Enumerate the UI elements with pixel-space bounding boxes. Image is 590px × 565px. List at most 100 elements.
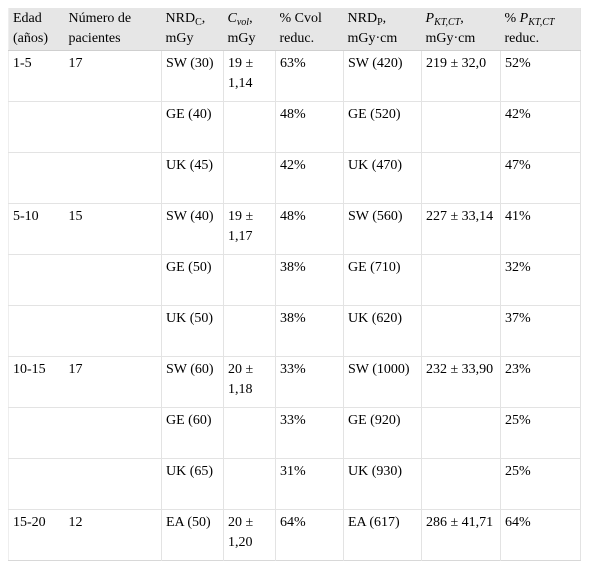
table-cell: SW (30) <box>161 50 224 101</box>
header-cell: Edad (años) <box>8 8 65 51</box>
table-cell: 17 <box>68 361 83 377</box>
header-text: , mGy <box>165 11 206 46</box>
table-cell: UK (930) <box>343 458 422 509</box>
table-cell <box>65 152 162 203</box>
table-cell: 64% <box>500 509 581 560</box>
table-cell: 286 ± 41,71 <box>421 509 501 560</box>
table-row: GE (50) 38% GE (710) 32% <box>8 254 581 305</box>
table-cell: 20 ± 1,20 <box>223 509 276 560</box>
table-cell: UK (470) <box>343 152 422 203</box>
table-cell: 52% <box>500 50 581 101</box>
table-row: UK (65) 31% UK (930) 25% <box>8 458 581 509</box>
table-cell: 23% <box>500 356 581 407</box>
header-text: % <box>504 11 520 26</box>
table-cell: GE (40) <box>161 101 224 152</box>
header-text: reduc. <box>504 31 540 46</box>
table-cell <box>421 254 501 305</box>
table-cell: 25% <box>500 458 581 509</box>
table-cell: GE (710) <box>343 254 422 305</box>
table-cell <box>9 152 65 203</box>
header-text: Edad (años) <box>13 11 48 46</box>
header-cell: Cvol, mGy <box>223 8 276 51</box>
table-cell <box>223 407 276 458</box>
table-cell: 232 ± 33,90 <box>421 356 501 407</box>
table-cell: UK (620) <box>343 305 422 356</box>
header-text: , mGy·cm <box>347 11 398 46</box>
header-text: % Cvol reduc. <box>279 11 322 46</box>
header-cell: NRDC, mGy <box>161 8 224 51</box>
table-cell <box>421 407 501 458</box>
table-row: 1-5 17 SW (30) 19 ± 1,14 63% SW (420) 219 ± 32… <box>8 50 581 101</box>
table-cell: SW (60) <box>161 356 224 407</box>
table-cell: 47% <box>500 152 581 203</box>
table-cell: SW (420) <box>343 50 422 101</box>
header-text: P <box>425 11 435 26</box>
table-cell <box>9 254 65 305</box>
table-cell: UK (50) <box>161 305 224 356</box>
table-cell: 5-10 <box>13 208 39 224</box>
table-cell <box>223 101 276 152</box>
table-cell <box>9 305 65 356</box>
table-cell <box>421 101 501 152</box>
header-row: Edad (años) Número de pacientes NRDC, mG… <box>8 8 581 51</box>
table-row: UK (50) 38% UK (620) 37% <box>8 305 581 356</box>
table-cell <box>65 305 162 356</box>
table-cell: GE (50) <box>161 254 224 305</box>
table-cell <box>223 254 276 305</box>
table-cell <box>9 407 65 458</box>
table-cell: 219 ± 32,0 <box>421 50 501 101</box>
table-cell <box>9 458 65 509</box>
table-cell <box>223 458 276 509</box>
table-cell <box>421 305 501 356</box>
table-cell <box>223 152 276 203</box>
table-cell <box>65 458 162 509</box>
table-row: 15-20 12 EA (50) 20 ± 1,20 64% EA (617) 286 ± … <box>8 509 581 560</box>
table-cell: 33% <box>275 356 344 407</box>
table-cell: 48% <box>275 203 344 254</box>
header-cell: % PKT,CT reduc. <box>500 8 581 51</box>
header-sub: P <box>377 17 383 28</box>
table-cell: 31% <box>275 458 344 509</box>
header-sub: vol <box>236 17 250 28</box>
table-body: 1-5 17 SW (30) 19 ± 1,14 63% SW (420) 219 ± 32… <box>8 50 581 560</box>
table-cell: 32% <box>500 254 581 305</box>
table-cell: 38% <box>275 305 344 356</box>
table-cell: 48% <box>275 101 344 152</box>
table-cell: UK (45) <box>161 152 224 203</box>
table-cell: SW (40) <box>161 203 224 254</box>
table-cell: 19 ± 1,14 <box>223 50 276 101</box>
header-text: NRD <box>347 11 378 26</box>
header-sub: KT,CT <box>434 17 461 28</box>
header-cell: NRDP, mGy·cm <box>343 8 422 51</box>
table-cell: 42% <box>275 152 344 203</box>
header-text: , mGy <box>227 11 256 46</box>
table-cell: 38% <box>275 254 344 305</box>
table-cell <box>421 152 501 203</box>
table-cell: 17 <box>68 55 83 71</box>
header-sub: C <box>195 17 202 28</box>
table-cell: 33% <box>275 407 344 458</box>
table-cell <box>65 101 162 152</box>
table-row: UK (45) 42% UK (470) 47% <box>8 152 581 203</box>
table-cell <box>9 101 65 152</box>
header-text: NRD <box>165 11 196 26</box>
table-header: Edad (años) Número de pacientes NRDC, mG… <box>8 8 581 51</box>
table-cell: GE (60) <box>161 407 224 458</box>
header-text: C <box>227 11 237 26</box>
table-cell: EA (617) <box>343 509 422 560</box>
header-text: P <box>519 11 529 26</box>
table-cell: UK (65) <box>161 458 224 509</box>
table-cell <box>65 407 162 458</box>
table-cell <box>421 458 501 509</box>
table-cell: 227 ± 33,14 <box>421 203 501 254</box>
table-cell: 42% <box>500 101 581 152</box>
table-cell: 37% <box>500 305 581 356</box>
data-table: Edad (años) Número de pacientes NRDC, mG… <box>8 8 581 561</box>
table-cell: 41% <box>500 203 581 254</box>
table-cell: 15-20 <box>13 514 46 530</box>
table-cell: SW (1000) <box>343 356 422 407</box>
table-cell <box>65 254 162 305</box>
header-text: , mGy·cm <box>425 11 476 46</box>
table-row: 10-15 17 SW (60) 20 ± 1,18 33% SW (1000) 232 ±… <box>8 356 581 407</box>
